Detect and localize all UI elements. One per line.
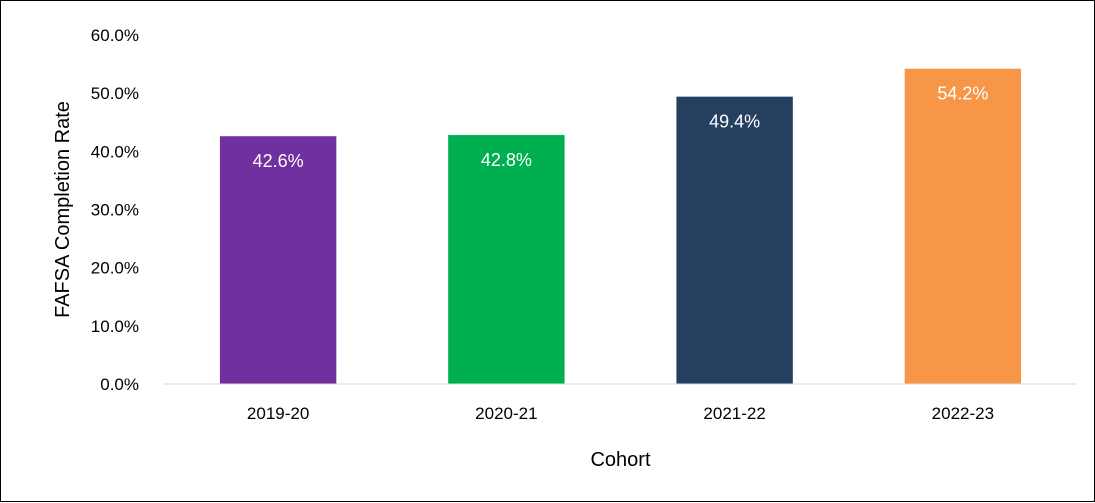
x-tick-label: 2020-21 (475, 404, 537, 423)
x-axis-title: Cohort (590, 449, 650, 471)
bar-data-label: 54.2% (937, 84, 988, 104)
y-tick-label: 30.0% (91, 201, 139, 220)
y-axis-ticks: 0.0% 10.0% 20.0% 30.0% 40.0% 50.0% 60.0% (91, 26, 139, 394)
y-tick-label: 40.0% (91, 142, 139, 161)
y-tick-label: 20.0% (91, 259, 139, 278)
bar (676, 96, 793, 384)
data-labels: 42.6% 42.8% 49.4% 54.2% (253, 84, 989, 171)
y-tick-label: 60.0% (91, 26, 139, 45)
bar-data-label: 49.4% (709, 112, 760, 132)
bar (448, 135, 565, 384)
y-tick-label: 0.0% (100, 375, 139, 394)
y-tick-label: 50.0% (91, 84, 139, 103)
x-tick-label: 2021-22 (703, 404, 765, 423)
bars (219, 68, 1022, 384)
x-tick-label: 2022-23 (932, 404, 994, 423)
bar-data-label: 42.8% (481, 150, 532, 170)
bar (904, 68, 1022, 384)
x-tick-label: 2019-20 (247, 404, 309, 423)
y-tick-label: 10.0% (91, 317, 139, 336)
y-axis-title: FAFSA Completion Rate (52, 101, 74, 318)
bar-data-label: 42.6% (253, 151, 304, 171)
bar (219, 136, 337, 384)
x-axis-ticks: 2019-20 2020-21 2021-22 2022-23 (247, 404, 994, 423)
